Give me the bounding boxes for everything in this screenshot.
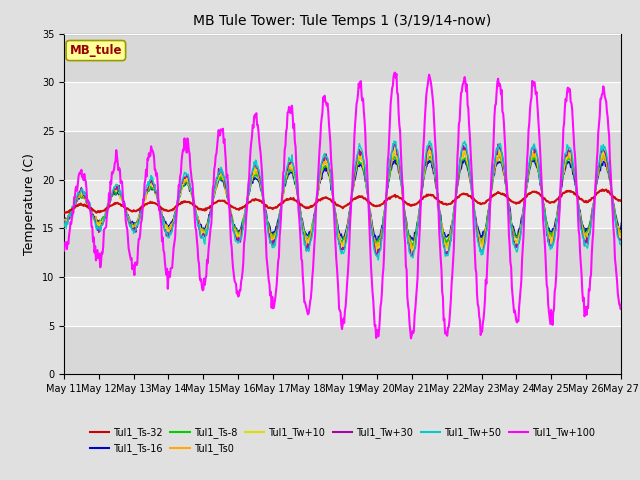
Bar xyxy=(64,131,621,180)
Bar xyxy=(64,82,621,131)
Bar xyxy=(64,228,621,277)
Bar xyxy=(64,180,621,228)
Text: MB_tule: MB_tule xyxy=(70,44,122,57)
Bar xyxy=(64,277,621,326)
Bar xyxy=(64,34,621,82)
Y-axis label: Temperature (C): Temperature (C) xyxy=(23,153,36,255)
Bar xyxy=(64,326,621,374)
Title: MB Tule Tower: Tule Temps 1 (3/19/14-now): MB Tule Tower: Tule Temps 1 (3/19/14-now… xyxy=(193,14,492,28)
Legend: Tul1_Ts-32, Tul1_Ts-16, Tul1_Ts-8, Tul1_Ts0, Tul1_Tw+10, Tul1_Tw+30, Tul1_Tw+50,: Tul1_Ts-32, Tul1_Ts-16, Tul1_Ts-8, Tul1_… xyxy=(86,423,599,458)
